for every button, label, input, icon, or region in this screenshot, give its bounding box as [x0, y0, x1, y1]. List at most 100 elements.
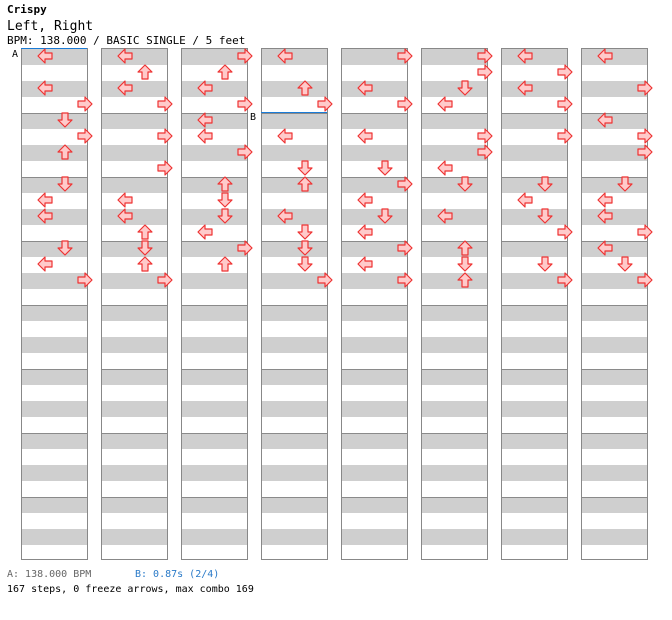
arrow-down-icon	[537, 256, 553, 272]
footer-b-marker: B: 0.87s (2/4)	[135, 569, 220, 580]
measure-separator	[502, 241, 567, 242]
arrow-left-icon	[197, 128, 213, 144]
measure-separator	[262, 241, 327, 242]
arrow-right-icon	[557, 224, 573, 240]
arrow-left-icon	[117, 192, 133, 208]
arrow-down-icon	[297, 224, 313, 240]
arrow-right-icon	[77, 96, 93, 112]
arrow-up-icon	[217, 64, 233, 80]
measure-separator	[502, 369, 567, 370]
chart-column-7	[501, 48, 568, 560]
measure-separator	[182, 305, 247, 306]
arrow-down-icon	[617, 256, 633, 272]
footer-bpm: A: 138.000 BPM	[7, 569, 92, 580]
arrow-right-icon	[237, 48, 253, 64]
measure-separator	[22, 241, 87, 242]
arrow-left-icon	[437, 208, 453, 224]
arrow-left-icon	[437, 96, 453, 112]
arrow-down-icon	[217, 208, 233, 224]
arrow-right-icon	[477, 64, 493, 80]
marker-label-a: A	[12, 49, 19, 60]
measure-separator	[502, 177, 567, 178]
arrow-left-icon	[357, 192, 373, 208]
arrow-left-icon	[197, 224, 213, 240]
arrow-right-icon	[637, 144, 653, 160]
measure-separator	[262, 497, 327, 498]
arrow-up-icon	[217, 176, 233, 192]
measure-separator	[102, 177, 167, 178]
arrow-down-icon	[297, 256, 313, 272]
arrow-right-icon	[637, 224, 653, 240]
arrow-right-icon	[397, 272, 413, 288]
arrow-down-icon	[457, 256, 473, 272]
measure-separator	[262, 305, 327, 306]
song-title: Crispy	[7, 3, 47, 16]
measure-separator	[182, 497, 247, 498]
arrow-right-icon	[397, 96, 413, 112]
arrow-right-icon	[397, 240, 413, 256]
measure-separator	[342, 497, 407, 498]
arrow-down-icon	[457, 80, 473, 96]
arrow-right-icon	[557, 128, 573, 144]
chart-column-8	[581, 48, 648, 560]
arrow-left-icon	[277, 208, 293, 224]
arrow-left-icon	[357, 128, 373, 144]
arrow-left-icon	[37, 256, 53, 272]
arrow-left-icon	[597, 208, 613, 224]
measure-separator	[342, 433, 407, 434]
arrow-down-icon	[297, 240, 313, 256]
measure-separator	[582, 305, 647, 306]
arrow-right-icon	[477, 144, 493, 160]
measure-separator	[342, 241, 407, 242]
arrow-left-icon	[437, 160, 453, 176]
arrow-up-icon	[57, 144, 73, 160]
chart-column-6	[421, 48, 488, 560]
arrow-up-icon	[457, 240, 473, 256]
song-subtitle: Left, Right	[7, 19, 94, 34]
arrow-right-icon	[477, 48, 493, 64]
arrow-right-icon	[557, 64, 573, 80]
measure-separator	[422, 177, 487, 178]
measure-separator	[262, 433, 327, 434]
marker-label-b: B	[250, 112, 257, 123]
measure-separator	[102, 113, 167, 114]
measure-separator	[182, 113, 247, 114]
arrow-down-icon	[137, 240, 153, 256]
arrow-right-icon	[237, 144, 253, 160]
arrow-right-icon	[77, 128, 93, 144]
arrow-down-icon	[57, 240, 73, 256]
arrow-down-icon	[617, 176, 633, 192]
footer-stats: 167 steps, 0 freeze arrows, max combo 16…	[7, 584, 254, 595]
measure-separator	[342, 305, 407, 306]
measure-separator	[22, 177, 87, 178]
measure-separator	[22, 497, 87, 498]
measure-separator	[262, 113, 327, 114]
arrow-right-icon	[157, 128, 173, 144]
arrow-left-icon	[597, 192, 613, 208]
arrow-right-icon	[237, 96, 253, 112]
marker-line-a	[21, 48, 87, 49]
arrow-left-icon	[277, 128, 293, 144]
chart-column-3	[181, 48, 248, 560]
arrow-left-icon	[517, 192, 533, 208]
arrow-down-icon	[377, 160, 393, 176]
measure-separator	[502, 305, 567, 306]
arrow-up-icon	[297, 80, 313, 96]
arrow-right-icon	[317, 96, 333, 112]
chart-column-2	[101, 48, 168, 560]
measure-separator	[422, 305, 487, 306]
chart-info: BPM: 138.000 / BASIC SINGLE / 5 feet	[7, 34, 246, 47]
arrow-right-icon	[637, 128, 653, 144]
arrow-down-icon	[217, 192, 233, 208]
measure-separator	[582, 177, 647, 178]
arrow-left-icon	[117, 208, 133, 224]
measure-separator	[262, 177, 327, 178]
measure-separator	[102, 241, 167, 242]
measure-separator	[422, 113, 487, 114]
arrow-up-icon	[137, 224, 153, 240]
measure-separator	[422, 241, 487, 242]
arrow-left-icon	[37, 208, 53, 224]
arrow-left-icon	[117, 48, 133, 64]
arrow-left-icon	[197, 80, 213, 96]
measure-separator	[22, 113, 87, 114]
